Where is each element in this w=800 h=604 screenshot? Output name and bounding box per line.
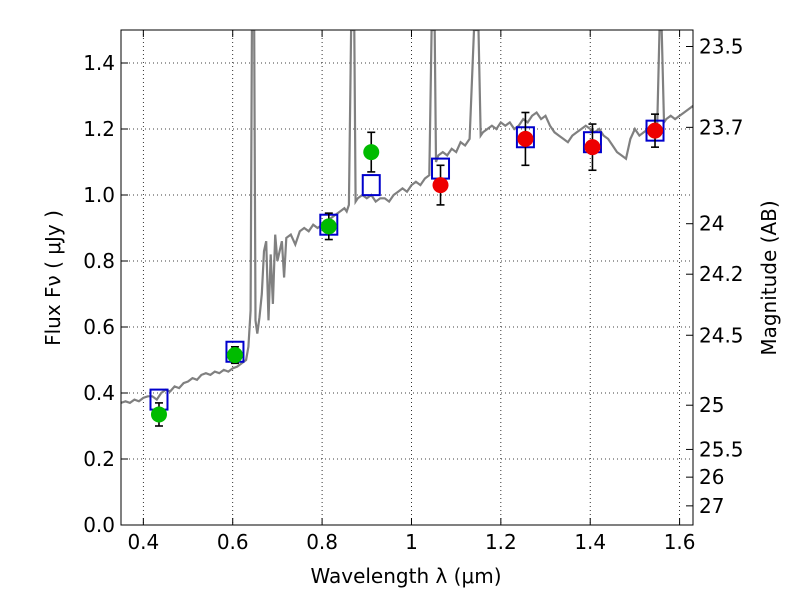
spectrum-line [121, 30, 693, 405]
x-tick-label: 1 [405, 530, 418, 554]
photometry-point [150, 406, 167, 423]
y-tick-label: 0.0 [83, 513, 115, 537]
y-tick-label: 0.4 [83, 381, 115, 405]
y2-tick-label: 24 [699, 212, 724, 236]
y2-tick-label: 24.2 [699, 262, 744, 286]
x-tick-label: 0.8 [306, 530, 338, 554]
y-tick-label: 0.2 [83, 447, 115, 471]
photometry-point [517, 130, 534, 147]
photometry-point [226, 347, 243, 364]
model-point [361, 174, 381, 197]
x-tick-label: 0.4 [127, 530, 159, 554]
x-axis-title: Wavelength λ (μm) [310, 564, 501, 588]
y2-tick-label: 23.5 [699, 35, 744, 59]
x-tick-label: 1.4 [574, 530, 606, 554]
plot-frame [120, 29, 694, 526]
y-tick-label: 1.2 [83, 117, 115, 141]
y2-tick-label: 27 [699, 494, 724, 518]
y-tick-label: 1.4 [83, 51, 115, 75]
photometry-point [432, 177, 449, 194]
y-tick-label: 0.6 [83, 315, 115, 339]
plot-area [121, 30, 693, 427]
photometry-point [647, 122, 664, 139]
photometry-point [584, 139, 601, 156]
y2-tick-label: 24.5 [699, 323, 744, 347]
x-tick-label: 1.2 [485, 530, 517, 554]
y2-tick-label: 25.5 [699, 437, 744, 461]
y2-tick-label: 25 [699, 393, 724, 417]
x-tick-label: 1.6 [664, 530, 696, 554]
x-tick-label: 0.6 [217, 530, 249, 554]
y2-tick-label: 26 [699, 465, 724, 489]
y2-axis-title: Magnitude (AB) [757, 200, 781, 355]
y-tick-label: 1.0 [83, 183, 115, 207]
photometry-point [320, 218, 337, 235]
y2-tick-label: 23.7 [699, 115, 744, 139]
y-axis-title: Flux Fν ( μJy ) [41, 210, 65, 346]
y-tick-label: 0.8 [83, 249, 115, 273]
photometry-point [363, 144, 380, 161]
grid [121, 30, 693, 526]
